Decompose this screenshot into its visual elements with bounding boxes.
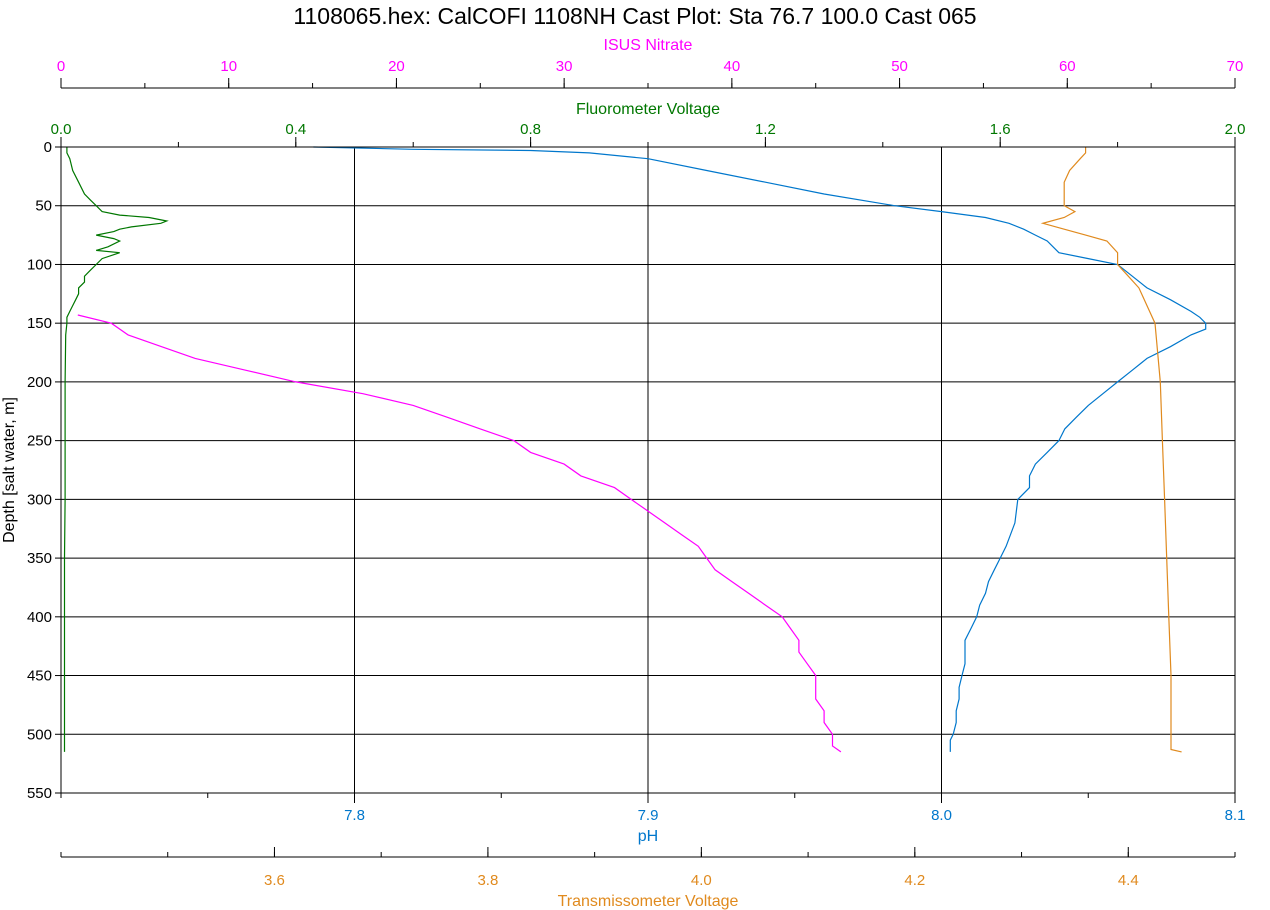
fluor-tick-label-1.2: 1.2 [755,121,776,138]
nitrate-tick-label-30: 30 [556,58,573,75]
series-line-ph [313,146,1207,752]
ph-tick-label-8.0: 8.0 [931,807,952,824]
depth-tick-label-50: 50 [35,198,52,215]
ph-tick-label-7.8: 7.8 [344,807,365,824]
series-line-trans [1040,147,1182,753]
fluor-tick-label-2.0: 2.0 [1225,121,1246,138]
depth-tick-label-0: 0 [44,139,52,156]
nitrate-tick-label-40: 40 [724,58,741,75]
ph-tick-label-8.1: 8.1 [1225,807,1246,824]
depth-tick-label-250: 250 [27,433,52,450]
depth-axis-title: Depth [salt water, m] [1,397,18,543]
nitrate-tick-label-0: 0 [57,58,65,75]
depth-tick-label-550: 550 [27,785,52,802]
nitrate-tick-label-10: 10 [220,58,237,75]
trans-tick-label-4.4: 4.4 [1118,872,1139,889]
nitrate-tick-label-60: 60 [1059,58,1076,75]
depth-tick-label-350: 350 [27,550,52,567]
depth-tick-label-500: 500 [27,726,52,743]
nitrate-tick-label-20: 20 [388,58,405,75]
grid [60,146,1236,794]
depth-tick-label-300: 300 [27,491,52,508]
trans-tick-label-3.6: 3.6 [264,872,285,889]
nitrate-tick-label-50: 50 [891,58,908,75]
depth-tick-label-200: 200 [27,374,52,391]
trans-axis-title: Transmissometer Voltage [558,893,739,910]
fluor-tick-label-0.4: 0.4 [285,121,306,138]
trans-tick-label-4.2: 4.2 [904,872,925,889]
depth-tick-label-100: 100 [27,256,52,273]
nitrate-tick-label-70: 70 [1227,58,1244,75]
series-line-nitrate [77,314,842,753]
trans-tick-label-3.8: 3.8 [477,872,498,889]
series-lines [63,146,1207,753]
fluor-tick-label-1.6: 1.6 [990,121,1011,138]
fluor-tick-label-0.8: 0.8 [520,121,541,138]
fluor-axis-title: Fluorometer Voltage [576,101,720,118]
depth-tick-label-400: 400 [27,609,52,626]
ph-tick-label-7.9: 7.9 [638,807,659,824]
series-line-fluor [63,147,169,752]
depth-tick-label-150: 150 [27,315,52,332]
chart-title: 1108065.hex: CalCOFI 1108NH Cast Plot: S… [293,3,976,29]
nitrate-axis-title: ISUS Nitrate [604,37,693,54]
trans-tick-label-4.0: 4.0 [691,872,712,889]
ph-axis-title: pH [638,828,658,845]
fluor-tick-label-0.0: 0.0 [51,121,72,138]
depth-tick-label-450: 450 [27,668,52,685]
